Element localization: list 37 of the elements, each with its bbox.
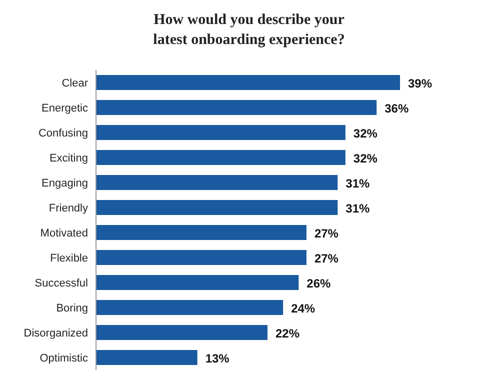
y-tick-label: Engaging	[42, 177, 88, 190]
bar	[96, 75, 400, 90]
y-tick-label: Motivated	[40, 227, 88, 240]
data-label: 32%	[353, 152, 378, 166]
data-label: 27%	[314, 252, 339, 266]
bar	[96, 300, 284, 315]
y-tick-label: Flexible	[50, 252, 88, 264]
data-label: 24%	[291, 302, 316, 316]
y-tick-label: Friendly	[48, 202, 88, 214]
y-tick-label: Successful	[34, 277, 88, 290]
bar	[96, 250, 306, 265]
bar	[96, 275, 299, 290]
data-label: 39%	[408, 76, 432, 90]
bar	[96, 325, 268, 340]
y-tick-label: Optimistic	[40, 352, 88, 364]
bar	[96, 150, 346, 165]
data-label: 13%	[205, 352, 230, 366]
y-tick-label: Disorganized	[24, 327, 88, 340]
data-label: 22%	[275, 326, 300, 340]
y-tick-label: Energetic	[42, 102, 88, 114]
data-label: 31%	[346, 202, 370, 216]
bar	[96, 100, 377, 115]
bar	[96, 125, 346, 140]
y-tick-label: Confusing	[38, 127, 88, 140]
y-tick-label: Boring	[56, 302, 88, 314]
bar	[96, 200, 338, 215]
data-label: 32%	[353, 126, 378, 140]
bar	[96, 350, 198, 365]
chart-title: How would you describe your latest onboarding experience?	[152, 11, 346, 50]
data-label: 27%	[314, 226, 339, 240]
bar	[96, 175, 338, 190]
data-label: 36%	[384, 102, 409, 116]
data-label: 31%	[346, 176, 370, 190]
y-tick-label: Clear	[62, 77, 88, 90]
y-tick-label: Exciting	[49, 152, 88, 164]
data-label: 26%	[306, 276, 332, 290]
bar	[96, 225, 306, 240]
